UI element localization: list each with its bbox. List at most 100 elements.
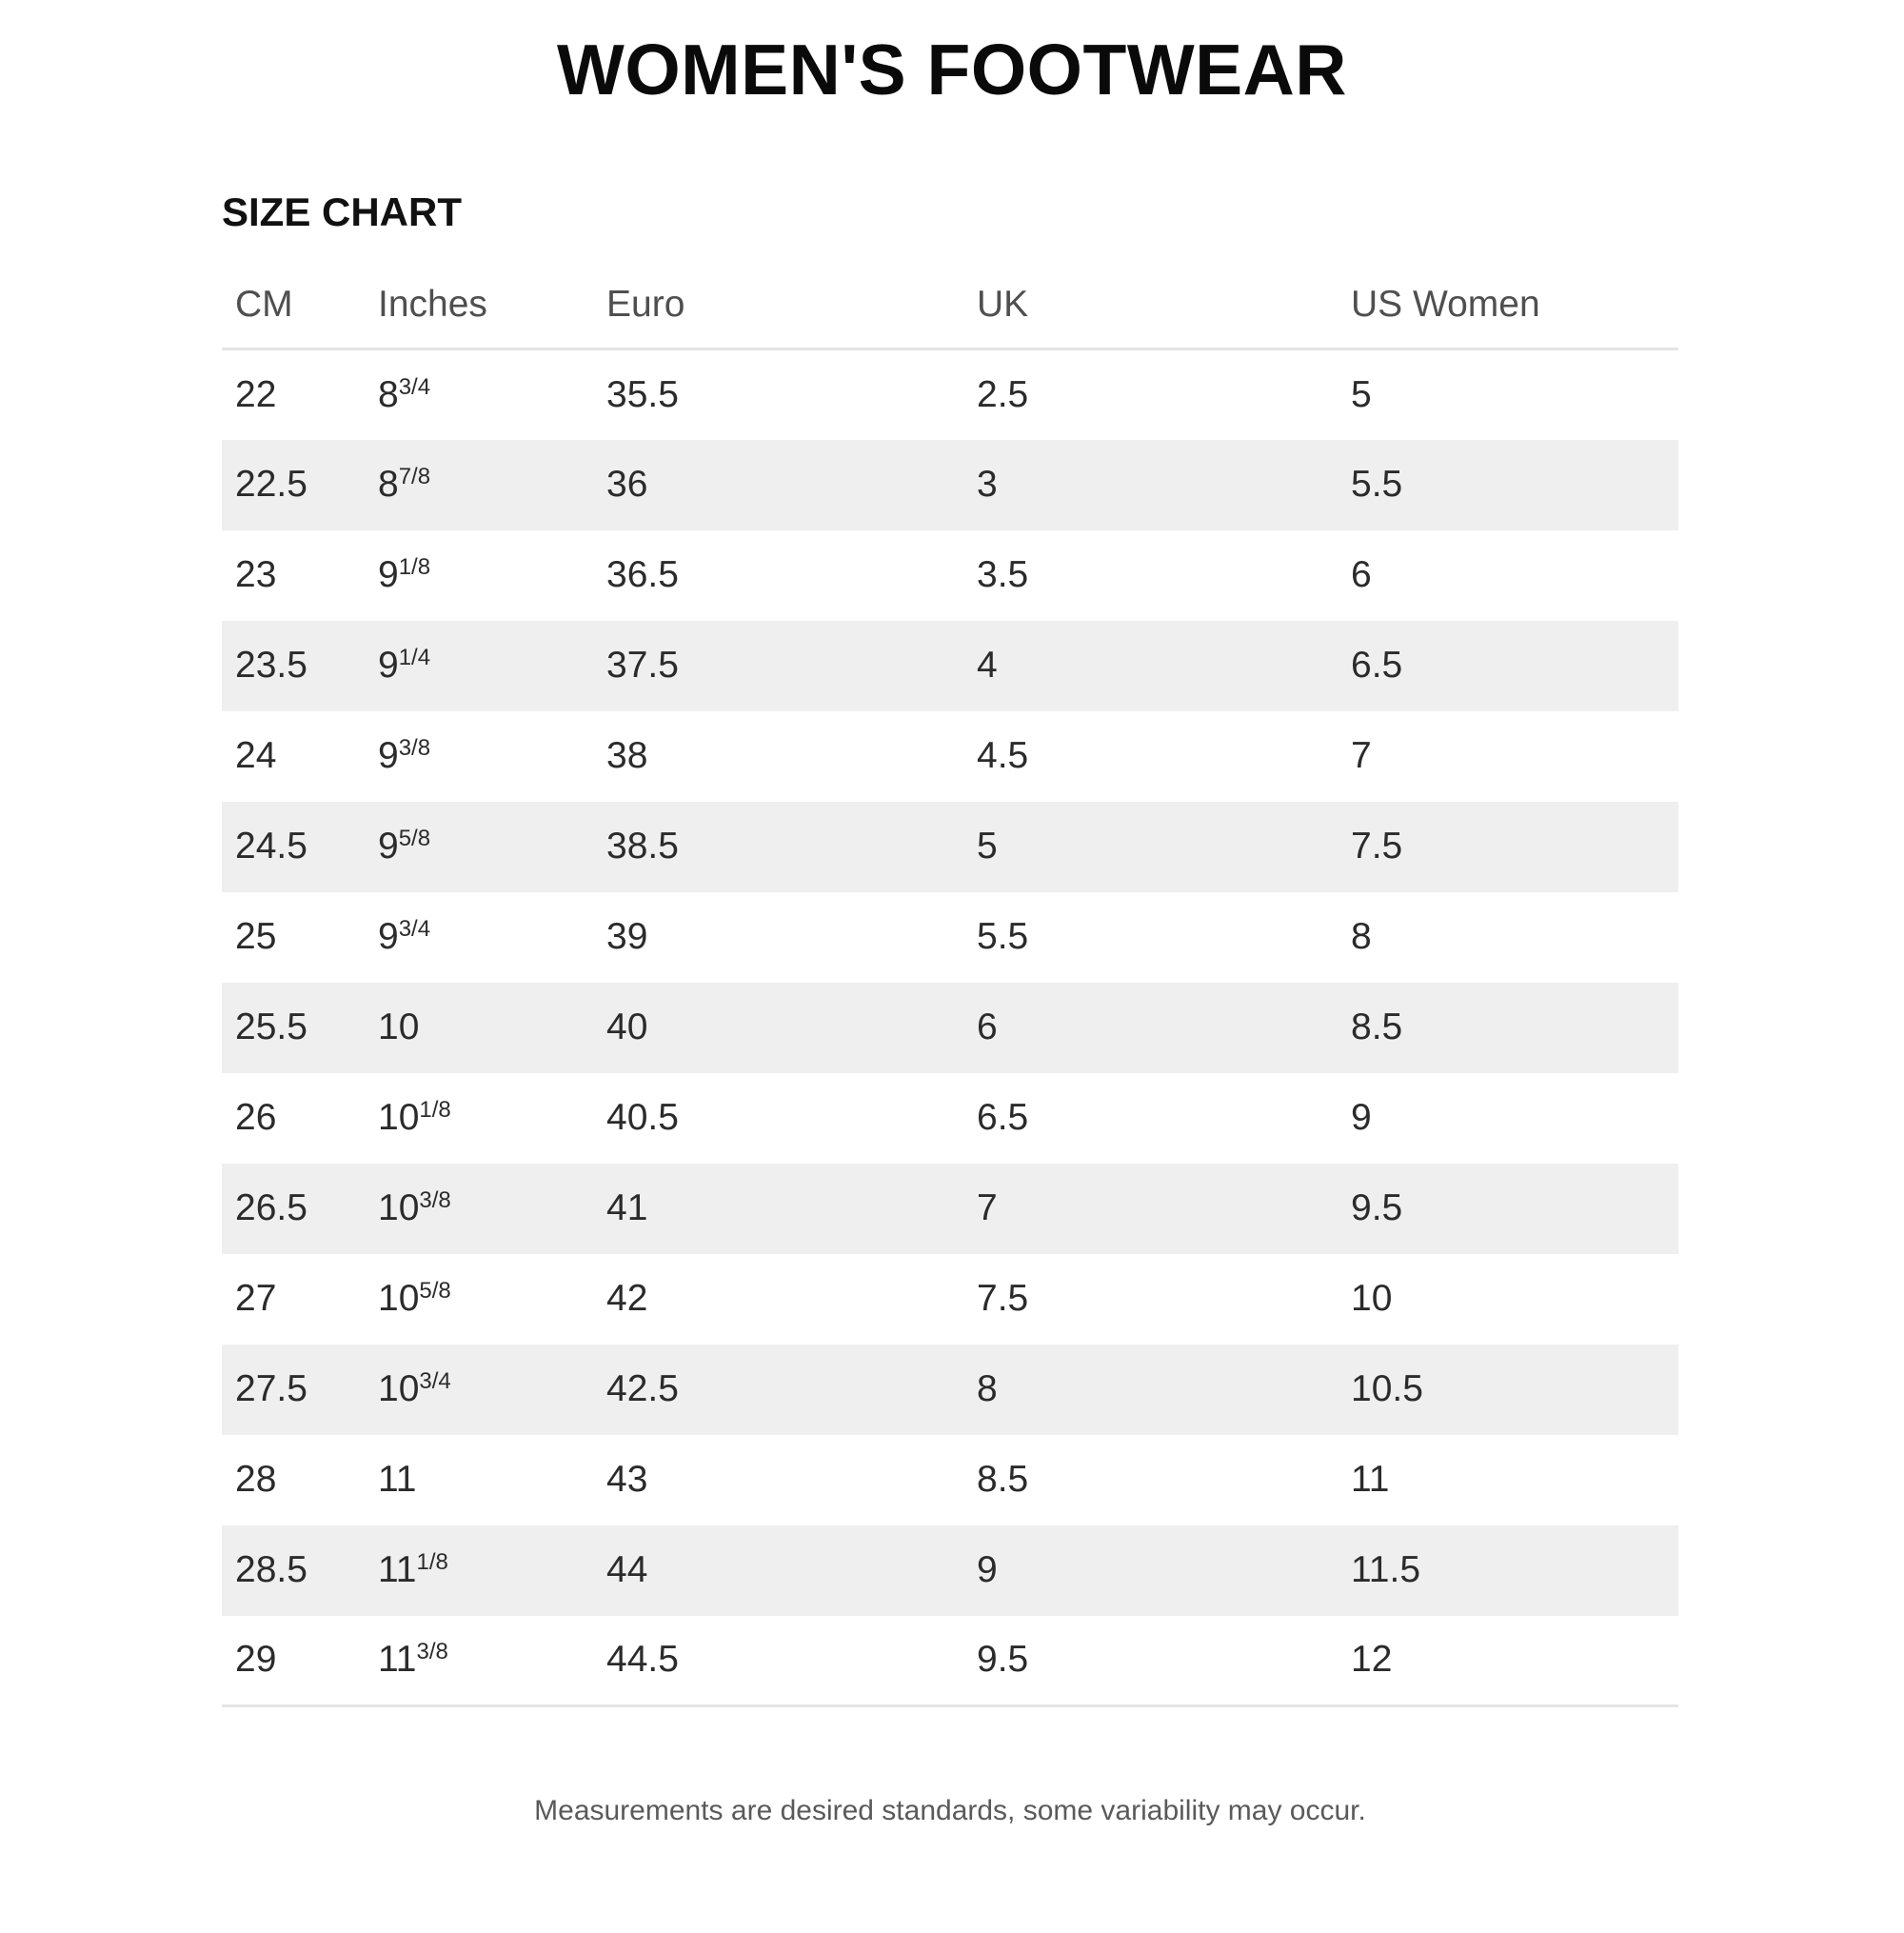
cell-cm: 23.5 (235, 645, 307, 687)
table-row: 23.5 91/4 37.5 4 6.5 (222, 620, 1678, 711)
cell-inches: 87/8 (378, 463, 431, 506)
cell-cm: 26.5 (235, 1187, 307, 1229)
cell-euro: 35.5 (606, 373, 679, 415)
cell-cm: 28 (235, 1459, 277, 1501)
cell-uk: 7 (977, 1187, 998, 1229)
cell-uk: 4 (977, 645, 998, 687)
cell-euro: 39 (606, 916, 648, 958)
cell-cm: 28.5 (235, 1549, 307, 1591)
inches-fraction: 1/8 (416, 1548, 448, 1575)
cell-uk: 6.5 (977, 1097, 1029, 1139)
inches-fraction: 3/4 (398, 915, 431, 942)
cell-inches: 113/8 (365, 1615, 593, 1708)
cell-cm: 27 (235, 1278, 277, 1320)
cell-uk: 3.5 (977, 554, 1029, 596)
cell-euro: 42 (606, 1278, 648, 1320)
inches-fraction: 5/8 (419, 1277, 451, 1304)
cell-uk: 9.5 (963, 1615, 1338, 1708)
cell-inches: 111/8 (378, 1548, 448, 1591)
cell-uk: 9 (977, 1549, 998, 1591)
cell-euro: 44.5 (593, 1615, 963, 1708)
column-header-uk: UK (963, 262, 1338, 351)
cell-cm: 22.5 (235, 464, 307, 506)
cell-us-women: 7.5 (1351, 826, 1403, 867)
cell-cm: 25 (235, 916, 277, 958)
table-header-row: CM Inches Euro UK US Women (222, 262, 1678, 351)
table-row: 27.5 103/4 42.5 8 10.5 (222, 1344, 1678, 1435)
cell-cm: 26 (235, 1097, 277, 1139)
cell-uk: 4.5 (977, 735, 1029, 777)
page-title: WOMEN'S FOOTWEAR (557, 30, 1347, 110)
cell-euro: 37.5 (606, 645, 679, 687)
inches-fraction: 1/8 (419, 1096, 451, 1123)
inches-fraction: 1/4 (398, 644, 431, 670)
table-row: 26 101/8 40.5 6.5 9 (222, 1073, 1678, 1164)
table-row: 24.5 95/8 38.5 5 7.5 (222, 801, 1678, 892)
cell-uk: 7.5 (977, 1278, 1029, 1320)
table-row: 25.5 10 40 6 8.5 (222, 982, 1678, 1073)
cell-us-women: 7 (1351, 735, 1372, 777)
cell-inches: 93/8 (378, 734, 431, 777)
cell-inches: 103/8 (378, 1186, 451, 1229)
cell-euro: 36 (606, 464, 648, 506)
inches-fraction: 3/8 (398, 734, 431, 761)
cell-uk: 8.5 (977, 1459, 1029, 1501)
table-row: 28 11 43 8.5 11 (222, 1435, 1678, 1525)
size-chart-table: CM Inches Euro UK US Women 22 83/4 35.5 2.5… (222, 262, 1678, 1708)
inches-fraction: 1/8 (398, 553, 431, 580)
cell-us-women: 11 (1351, 1459, 1390, 1501)
table-row: 27 105/8 42 7.5 10 (222, 1254, 1678, 1345)
cell-cm: 27.5 (235, 1368, 307, 1410)
cell-us-women: 9.5 (1351, 1187, 1403, 1229)
table-row: 26.5 103/8 41 7 9.5 (222, 1163, 1678, 1254)
table-row: 28.5 111/8 44 9 11.5 (222, 1524, 1678, 1616)
cell-inches: 11 (378, 1459, 417, 1501)
inches-fraction: 3/8 (416, 1639, 448, 1665)
cell-cm: 24 (235, 735, 277, 777)
cell-euro: 38 (606, 735, 648, 777)
cell-uk: 5.5 (977, 916, 1029, 958)
cell-us-women: 6.5 (1351, 645, 1403, 687)
cell-us-women: 5.5 (1351, 464, 1403, 506)
cell-us-women: 8 (1351, 916, 1372, 958)
inches-fraction: 3/4 (419, 1367, 451, 1394)
size-chart-section: SIZE CHART CM Inches Euro UK US Women 22… (222, 189, 1678, 1827)
cell-cm: 23 (235, 554, 277, 596)
cell-inches: 83/4 (378, 373, 431, 415)
cell-uk: 2.5 (977, 373, 1029, 415)
cell-us-women: 5 (1351, 373, 1372, 415)
table-body: 22 83/4 35.5 2.5 5 22.5 87/8 36 3 5.5 23 91/8 36.5 3.… (222, 349, 1678, 1708)
table-row: 22 83/4 35.5 2.5 5 (222, 349, 1678, 440)
cell-euro: 38.5 (606, 826, 679, 867)
cell-inches: 101/8 (378, 1096, 451, 1139)
inches-fraction: 5/8 (398, 825, 431, 851)
table-row: 23 91/8 36.5 3.5 6 (222, 530, 1678, 621)
cell-cm: 24.5 (235, 826, 307, 867)
table-row: 25 93/4 39 5.5 8 (222, 892, 1678, 983)
table-header: CM Inches Euro UK US Women (222, 262, 1678, 351)
cell-euro: 40.5 (606, 1097, 679, 1139)
cell-inches: 103/4 (378, 1367, 451, 1410)
cell-cm: 25.5 (235, 1006, 307, 1048)
table-row: 24 93/8 38 4.5 7 (222, 711, 1678, 802)
cell-uk: 3 (977, 464, 998, 506)
cell-us-women: 11.5 (1351, 1549, 1421, 1591)
section-title: SIZE CHART (222, 189, 462, 235)
cell-us-women: 6 (1351, 554, 1372, 596)
cell-cm: 22 (235, 373, 277, 415)
table-row: 29 113/8 44.5 9.5 12 (222, 1615, 1678, 1708)
cell-inches: 93/4 (378, 915, 431, 958)
cell-inches: 91/4 (378, 644, 431, 687)
cell-inches: 91/8 (378, 553, 431, 596)
cell-euro: 36.5 (606, 554, 679, 596)
cell-inches: 10 (378, 1006, 420, 1048)
cell-uk: 6 (977, 1006, 998, 1048)
inches-fraction: 3/4 (398, 373, 431, 400)
column-header-cm: CM (222, 262, 365, 351)
column-header-us-women: US Women (1338, 262, 1678, 351)
cell-us-women: 10 (1351, 1278, 1393, 1320)
cell-euro: 41 (606, 1187, 648, 1229)
cell-euro: 42.5 (606, 1368, 679, 1410)
cell-us-women: 12 (1338, 1615, 1678, 1708)
cell-euro: 43 (606, 1459, 648, 1501)
